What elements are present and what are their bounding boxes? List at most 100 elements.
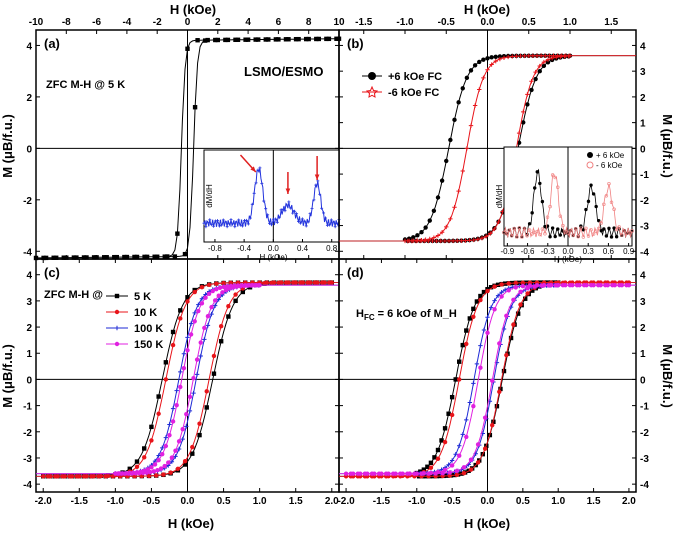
data-point [134, 459, 140, 464]
peak-arrowhead [314, 174, 320, 180]
data-point [209, 311, 214, 317]
inset-data-point [527, 222, 532, 226]
data-point [212, 303, 218, 308]
inset-data-point [630, 229, 634, 233]
data-point [206, 291, 212, 296]
inset-legend-label: - 6 kOe [596, 161, 623, 170]
inset-data-point [612, 226, 616, 230]
data-point [481, 75, 486, 81]
data-point [428, 465, 434, 470]
data-point [492, 298, 497, 303]
data-point [490, 378, 495, 383]
inset-data-point [325, 223, 329, 227]
inset-data-point [244, 218, 248, 222]
x-tick-label: -1.0 [408, 496, 426, 507]
data-point [501, 368, 507, 374]
data-point [475, 442, 481, 447]
panel-label: (b) [347, 36, 364, 51]
inset-data-point [246, 222, 250, 226]
data-point [497, 341, 502, 346]
y-tick-label: -4 [640, 247, 649, 258]
legend-marker [114, 325, 120, 331]
data-point [456, 100, 461, 105]
inset-data-point [525, 234, 529, 238]
data-point [477, 59, 482, 65]
bottom-xlabel-right: H (kOe) [464, 516, 510, 531]
y-tick-label: 3 [26, 297, 32, 308]
x-tick-label: 1.0 [253, 496, 267, 507]
inset-data-point [558, 214, 563, 218]
y-tick-label: 2 [26, 323, 32, 334]
x-tick-label: 10 [333, 17, 345, 28]
data-point [562, 54, 567, 59]
data-point [515, 311, 521, 316]
data-point [532, 284, 537, 289]
y-tick-label: 4 [26, 271, 32, 282]
inset-x-tick-label: -0.9 [500, 247, 514, 256]
data-point [61, 255, 66, 260]
data-point [492, 226, 497, 232]
data-point [481, 289, 487, 295]
inset-data-point [530, 211, 534, 215]
data-point [269, 280, 274, 286]
inset-data-point [507, 228, 511, 232]
inset-data-point [210, 223, 214, 227]
x-tick-label: -1.5 [373, 496, 391, 507]
data-point [485, 315, 490, 320]
inset-data-point [581, 235, 586, 239]
top-xlabel-right: H (kOe) [464, 2, 510, 17]
data-point [422, 238, 427, 244]
data-point [240, 289, 246, 295]
data-point [464, 75, 470, 81]
data-point [188, 321, 194, 326]
data-point [362, 471, 368, 476]
data-point [530, 53, 536, 58]
data-point [485, 67, 490, 72]
inset-data-point [540, 227, 545, 231]
data-point [485, 288, 490, 294]
data-point [174, 402, 179, 408]
data-point [74, 474, 80, 479]
data-point [156, 394, 161, 399]
data-point [450, 238, 456, 244]
data-point [553, 283, 559, 288]
inset-data-point [300, 217, 304, 221]
y-tick-label: -2 [23, 196, 32, 207]
data-point [460, 168, 465, 174]
data-point [398, 471, 403, 476]
panel-label: (d) [347, 265, 364, 280]
inset-data-point [584, 207, 588, 212]
data-point [176, 439, 182, 444]
data-point [228, 280, 233, 286]
data-point [518, 289, 523, 295]
data-point [449, 394, 455, 400]
x-tick-label: -2.0 [337, 496, 355, 507]
data-point [178, 316, 183, 321]
data-point [241, 283, 247, 289]
x-tick-label: 1.5 [289, 496, 303, 507]
data-point [479, 235, 485, 241]
inset-data-point [591, 232, 596, 236]
data-point [181, 365, 187, 371]
data-point [266, 37, 271, 42]
data-point [589, 282, 594, 288]
data-point [211, 371, 217, 376]
data-point [447, 470, 452, 475]
inset-data-point [304, 224, 308, 228]
panel-label: (c) [44, 265, 60, 280]
data-point [596, 282, 601, 288]
data-point [610, 282, 615, 288]
data-point [129, 471, 135, 476]
inset-data-point [614, 227, 619, 232]
data-point [482, 446, 488, 451]
series-3 [339, 282, 636, 476]
inset-data-point [538, 181, 542, 186]
data-point [511, 297, 516, 303]
data-point [148, 469, 153, 475]
data-point [496, 219, 501, 225]
data-point [225, 37, 231, 43]
data-point [122, 254, 127, 260]
x-tick-label: 2 [215, 17, 221, 28]
data-point [89, 474, 94, 479]
data-point [439, 438, 444, 443]
